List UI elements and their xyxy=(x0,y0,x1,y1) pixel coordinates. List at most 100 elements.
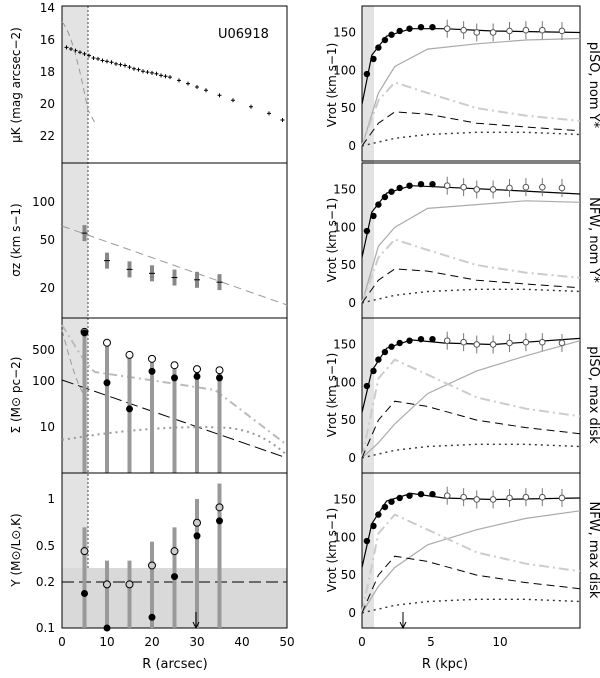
sb-point xyxy=(100,58,105,63)
panel-label-piso-max: pISO, max disk xyxy=(586,346,600,444)
p4-ytick: 0.2 xyxy=(36,575,55,589)
vrot-filled-point xyxy=(363,537,371,545)
panel-3-ylabel: Σ (M⊙ pc−2) xyxy=(9,357,23,434)
panel-1-ylabel: μK (mag arcsec−2) xyxy=(9,27,23,143)
p4-ytick: 1 xyxy=(47,492,55,506)
ups-filled-point xyxy=(193,532,201,540)
right-xlabel: R (kpc) xyxy=(422,657,468,672)
sb-point xyxy=(159,73,163,78)
rotation-ytick: 100 xyxy=(333,220,356,234)
ups-errorbar xyxy=(195,498,199,628)
sigdyn-filled-point xyxy=(216,374,223,382)
curve-stellar-disk xyxy=(361,81,581,147)
ups-errorbar xyxy=(105,560,109,628)
curve-gas xyxy=(361,288,581,304)
vrot-filled-point xyxy=(406,182,413,189)
vrot-filled-point xyxy=(363,382,371,390)
curve-bulge xyxy=(361,268,581,304)
sb-point xyxy=(249,104,253,109)
ups-points xyxy=(80,483,224,632)
p2-ytick: 100 xyxy=(32,195,55,209)
curve-stellar-disk xyxy=(361,513,581,614)
p1-ytick: 22 xyxy=(40,129,55,143)
vrot-open-point xyxy=(539,338,546,346)
sb-point xyxy=(78,50,82,55)
p3-ytick: 500 xyxy=(32,343,55,357)
sb-point xyxy=(177,78,181,83)
panel-4-ylabel: Υ (M⊙/L⊙,K) xyxy=(9,513,23,587)
ups-errorbar xyxy=(127,560,132,628)
r3-ylabel: Vrot (km s−1) xyxy=(325,353,339,438)
rotation-panel-2: 0 50 100 150 xyxy=(333,162,581,319)
vrot-filled-point xyxy=(375,356,382,363)
left-column: U06918 μK (mag arcsec−2) 14 16 18 20 22 … xyxy=(9,1,295,672)
sigdyn-filled-point xyxy=(171,374,178,382)
rotation-ytick: 0 xyxy=(348,451,356,465)
rotation-curve-panels: 0 50 100 150 0 50 100 150 0 50 100 150 0 50 100 150 xyxy=(333,5,581,629)
sb-point xyxy=(118,62,123,67)
sb-point xyxy=(186,81,190,86)
sigdyn-errorbar xyxy=(127,354,132,473)
sb-point xyxy=(132,66,136,71)
panel-label-nfw-nom: NFW, nom Υ* xyxy=(586,197,600,283)
vrot-open-point xyxy=(506,494,513,502)
r1-ylabel: Vrot (km s−1) xyxy=(325,43,339,128)
vrot-open-point xyxy=(460,338,467,346)
sigdyn-errorbar xyxy=(195,369,199,473)
vrot-open-point xyxy=(506,184,513,192)
sb-point xyxy=(150,70,154,75)
vrot-open-point xyxy=(489,29,497,36)
rotation-ytick: 100 xyxy=(333,530,356,544)
panel-label-piso-nom: pISO, nom Υ* xyxy=(586,42,600,129)
sb-point xyxy=(136,67,141,72)
vrot-open-point xyxy=(506,339,513,347)
rx-tick: 10 xyxy=(492,635,507,649)
sb-point xyxy=(231,98,235,103)
rx-tick: 0 xyxy=(358,635,366,649)
vrot-filled-point xyxy=(429,335,436,343)
vrot-filled-point xyxy=(429,490,436,498)
sigdyn-filled-point xyxy=(103,379,111,387)
sb-point xyxy=(91,56,96,61)
p3-ytick: 100 xyxy=(32,374,55,388)
sigdyn-errorbar xyxy=(150,358,154,473)
lx-tick: 50 xyxy=(279,635,294,649)
left-inner-shade xyxy=(62,6,88,628)
p4-ytick: 0.1 xyxy=(36,621,55,635)
vrot-filled-point xyxy=(417,23,425,31)
vrot-filled-point xyxy=(388,31,395,38)
ups-open-point xyxy=(148,561,156,570)
sigdyn-filled-point xyxy=(193,372,201,380)
vrot-filled-point xyxy=(406,492,413,499)
vrot-open-point xyxy=(443,492,451,499)
ups-errorbar xyxy=(82,527,87,628)
vrot-open-point xyxy=(443,25,451,32)
rotation-ytick: 0 xyxy=(348,296,356,310)
galaxy-label: U06918 xyxy=(218,27,269,42)
vrot-filled-point xyxy=(375,201,382,208)
sb-point xyxy=(141,69,145,74)
sb-point xyxy=(267,111,271,116)
curve-gas xyxy=(361,443,581,459)
vrot-filled-point xyxy=(381,36,389,44)
panel-2-frame xyxy=(61,162,288,319)
panel-label-nfw-max: NFW, max disk xyxy=(586,502,600,599)
vrot-open-point xyxy=(473,29,481,36)
vrot-filled-point xyxy=(363,70,371,78)
rotation-panel-frame xyxy=(361,162,581,319)
vrot-filled-point xyxy=(429,23,436,31)
rotation-ytick: 50 xyxy=(341,101,356,115)
lx-tick: 40 xyxy=(234,635,249,649)
vrot-open-point xyxy=(443,182,451,189)
ups-open-point xyxy=(215,503,224,512)
rotation-ytick: 150 xyxy=(333,492,356,506)
sigma-points xyxy=(81,225,223,291)
sb-point xyxy=(87,53,91,58)
sb-point xyxy=(109,60,114,65)
vrot-filled-point xyxy=(388,498,395,505)
vrot-filled-point xyxy=(417,180,425,188)
vrot-filled-point xyxy=(381,193,389,201)
curve-gas xyxy=(361,131,581,147)
sb-point xyxy=(127,65,132,70)
vrot-open-point xyxy=(489,186,497,193)
